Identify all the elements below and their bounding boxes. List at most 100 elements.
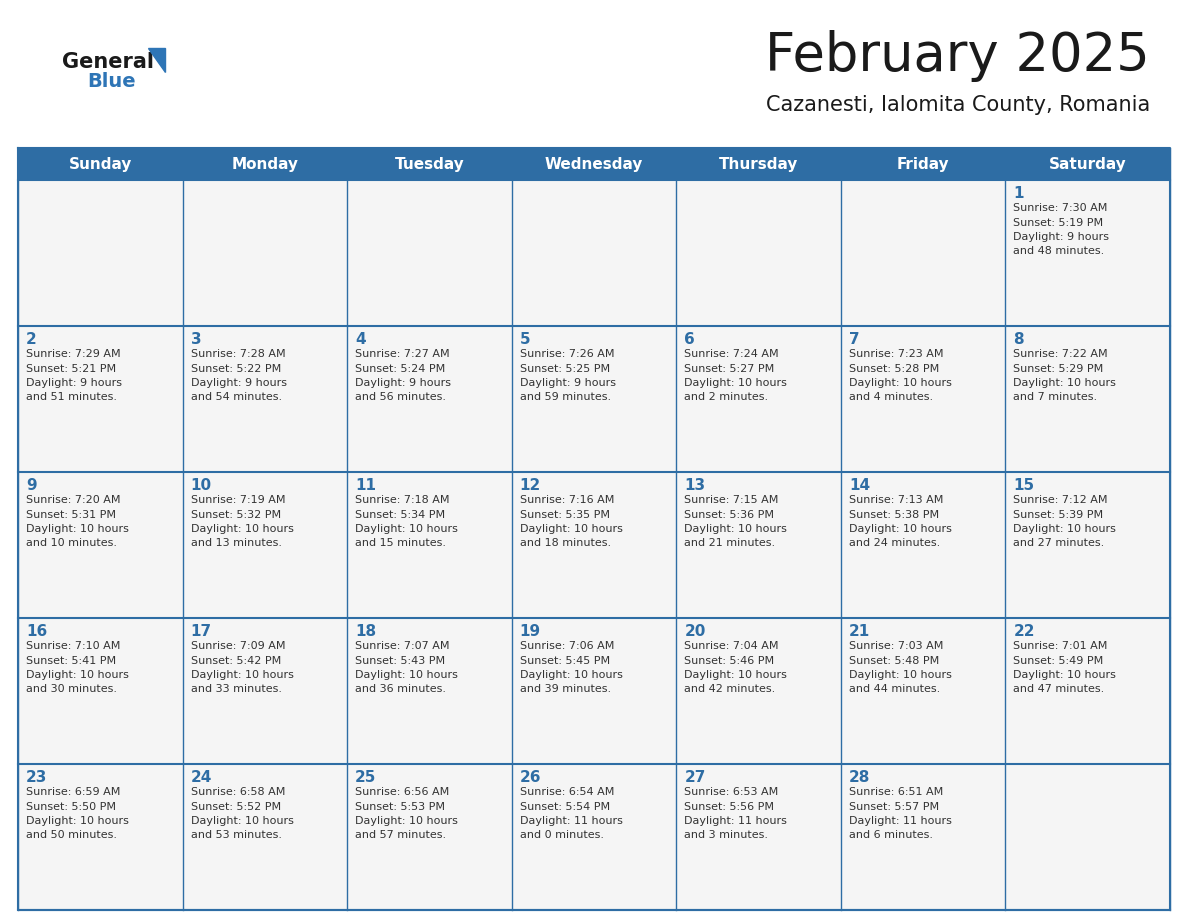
Text: Tuesday: Tuesday [394, 156, 465, 172]
Text: Sunrise: 7:07 AM: Sunrise: 7:07 AM [355, 641, 449, 651]
Text: 5: 5 [519, 332, 530, 347]
Text: Sunset: 5:21 PM: Sunset: 5:21 PM [26, 364, 116, 374]
Text: Thursday: Thursday [719, 156, 798, 172]
Polygon shape [148, 48, 165, 72]
Text: Daylight: 10 hours: Daylight: 10 hours [1013, 524, 1117, 534]
Text: and 48 minutes.: and 48 minutes. [1013, 247, 1105, 256]
FancyBboxPatch shape [676, 180, 841, 326]
Text: Daylight: 10 hours: Daylight: 10 hours [684, 378, 788, 388]
Text: Blue: Blue [87, 72, 135, 91]
Text: and 36 minutes.: and 36 minutes. [355, 685, 447, 695]
Text: Daylight: 9 hours: Daylight: 9 hours [1013, 232, 1110, 242]
Text: 20: 20 [684, 624, 706, 639]
Text: Sunset: 5:43 PM: Sunset: 5:43 PM [355, 655, 446, 666]
Text: Sunrise: 7:24 AM: Sunrise: 7:24 AM [684, 349, 779, 359]
Text: and 50 minutes.: and 50 minutes. [26, 831, 116, 841]
Text: Sunrise: 7:29 AM: Sunrise: 7:29 AM [26, 349, 121, 359]
Text: Sunset: 5:19 PM: Sunset: 5:19 PM [1013, 218, 1104, 228]
Text: Sunset: 5:45 PM: Sunset: 5:45 PM [519, 655, 609, 666]
Text: Daylight: 11 hours: Daylight: 11 hours [519, 816, 623, 826]
Text: Sunrise: 6:58 AM: Sunrise: 6:58 AM [190, 787, 285, 797]
FancyBboxPatch shape [18, 148, 1170, 180]
Text: 24: 24 [190, 770, 211, 785]
Text: Sunrise: 6:51 AM: Sunrise: 6:51 AM [849, 787, 943, 797]
Text: Sunset: 5:29 PM: Sunset: 5:29 PM [1013, 364, 1104, 374]
Text: Daylight: 11 hours: Daylight: 11 hours [849, 816, 952, 826]
FancyBboxPatch shape [347, 326, 512, 472]
Text: Sunrise: 7:15 AM: Sunrise: 7:15 AM [684, 495, 778, 505]
FancyBboxPatch shape [512, 472, 676, 618]
Text: Daylight: 10 hours: Daylight: 10 hours [849, 670, 952, 680]
Text: Sunrise: 7:12 AM: Sunrise: 7:12 AM [1013, 495, 1108, 505]
Text: and 56 minutes.: and 56 minutes. [355, 393, 447, 402]
Text: Sunset: 5:41 PM: Sunset: 5:41 PM [26, 655, 116, 666]
Text: and 54 minutes.: and 54 minutes. [190, 393, 282, 402]
FancyBboxPatch shape [183, 472, 347, 618]
Text: and 15 minutes.: and 15 minutes. [355, 539, 447, 548]
FancyBboxPatch shape [1005, 618, 1170, 764]
Text: Daylight: 10 hours: Daylight: 10 hours [1013, 378, 1117, 388]
Text: and 7 minutes.: and 7 minutes. [1013, 393, 1098, 402]
Text: Daylight: 10 hours: Daylight: 10 hours [355, 816, 459, 826]
Text: Sunset: 5:42 PM: Sunset: 5:42 PM [190, 655, 280, 666]
Text: 15: 15 [1013, 478, 1035, 493]
FancyBboxPatch shape [841, 618, 1005, 764]
Text: and 59 minutes.: and 59 minutes. [519, 393, 611, 402]
Text: Sunset: 5:22 PM: Sunset: 5:22 PM [190, 364, 280, 374]
Text: 1: 1 [1013, 186, 1024, 201]
Text: Sunrise: 6:56 AM: Sunrise: 6:56 AM [355, 787, 449, 797]
FancyBboxPatch shape [841, 472, 1005, 618]
Text: and 3 minutes.: and 3 minutes. [684, 831, 769, 841]
Text: Sunday: Sunday [69, 156, 132, 172]
Text: 4: 4 [355, 332, 366, 347]
Text: 18: 18 [355, 624, 377, 639]
Text: Sunset: 5:52 PM: Sunset: 5:52 PM [190, 801, 280, 812]
Text: Daylight: 10 hours: Daylight: 10 hours [355, 524, 459, 534]
FancyBboxPatch shape [18, 472, 183, 618]
Text: 28: 28 [849, 770, 871, 785]
Text: and 18 minutes.: and 18 minutes. [519, 539, 611, 548]
Text: 22: 22 [1013, 624, 1035, 639]
FancyBboxPatch shape [512, 180, 676, 326]
FancyBboxPatch shape [347, 472, 512, 618]
Text: Sunrise: 7:03 AM: Sunrise: 7:03 AM [849, 641, 943, 651]
Text: and 2 minutes.: and 2 minutes. [684, 393, 769, 402]
Text: and 27 minutes.: and 27 minutes. [1013, 539, 1105, 548]
Text: 23: 23 [26, 770, 48, 785]
Text: Sunrise: 7:28 AM: Sunrise: 7:28 AM [190, 349, 285, 359]
Text: Sunrise: 7:26 AM: Sunrise: 7:26 AM [519, 349, 614, 359]
Text: 25: 25 [355, 770, 377, 785]
FancyBboxPatch shape [676, 326, 841, 472]
FancyBboxPatch shape [841, 180, 1005, 326]
Text: February 2025: February 2025 [765, 30, 1150, 82]
Text: 9: 9 [26, 478, 37, 493]
Text: 19: 19 [519, 624, 541, 639]
Text: Daylight: 10 hours: Daylight: 10 hours [519, 524, 623, 534]
Text: 11: 11 [355, 478, 377, 493]
Text: and 51 minutes.: and 51 minutes. [26, 393, 116, 402]
FancyBboxPatch shape [183, 618, 347, 764]
FancyBboxPatch shape [676, 618, 841, 764]
Text: Sunset: 5:48 PM: Sunset: 5:48 PM [849, 655, 939, 666]
Text: Daylight: 10 hours: Daylight: 10 hours [849, 378, 952, 388]
Text: Sunrise: 7:22 AM: Sunrise: 7:22 AM [1013, 349, 1108, 359]
Text: 3: 3 [190, 332, 201, 347]
Text: Sunrise: 7:10 AM: Sunrise: 7:10 AM [26, 641, 120, 651]
FancyBboxPatch shape [676, 472, 841, 618]
FancyBboxPatch shape [18, 326, 183, 472]
Text: Sunset: 5:57 PM: Sunset: 5:57 PM [849, 801, 939, 812]
Text: Sunrise: 7:30 AM: Sunrise: 7:30 AM [1013, 203, 1107, 213]
Text: Sunset: 5:54 PM: Sunset: 5:54 PM [519, 801, 609, 812]
FancyBboxPatch shape [512, 618, 676, 764]
Text: Sunset: 5:46 PM: Sunset: 5:46 PM [684, 655, 775, 666]
FancyBboxPatch shape [1005, 472, 1170, 618]
Text: Sunset: 5:28 PM: Sunset: 5:28 PM [849, 364, 939, 374]
Text: Daylight: 10 hours: Daylight: 10 hours [684, 524, 788, 534]
Text: Sunrise: 7:27 AM: Sunrise: 7:27 AM [355, 349, 450, 359]
FancyBboxPatch shape [18, 180, 183, 326]
Text: Sunrise: 7:13 AM: Sunrise: 7:13 AM [849, 495, 943, 505]
Text: Daylight: 10 hours: Daylight: 10 hours [190, 670, 293, 680]
Text: and 42 minutes.: and 42 minutes. [684, 685, 776, 695]
Text: Saturday: Saturday [1049, 156, 1126, 172]
Text: Sunrise: 7:09 AM: Sunrise: 7:09 AM [190, 641, 285, 651]
